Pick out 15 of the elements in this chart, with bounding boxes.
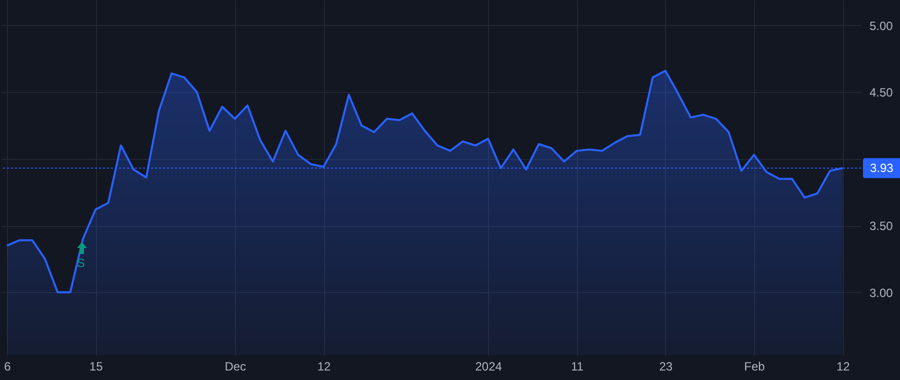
x-tick-label: 12 bbox=[836, 360, 850, 374]
ref-line-label: 3.93 bbox=[870, 161, 894, 176]
annotation: S bbox=[76, 256, 85, 270]
y-tick-label: 4.50 bbox=[870, 86, 894, 100]
x-tick-label: 2024 bbox=[475, 360, 502, 374]
y-tick-label: 3.00 bbox=[870, 286, 894, 300]
x-tick-label: 6 bbox=[4, 360, 12, 374]
x-tick-label: Feb bbox=[744, 360, 766, 374]
x-tick-label: Dec bbox=[224, 360, 246, 374]
y-tick-label: 3.50 bbox=[870, 219, 894, 234]
x-tick-label: 15 bbox=[89, 360, 104, 374]
x-tick-label: 11 bbox=[571, 360, 584, 374]
x-tick-label: 23 bbox=[659, 360, 673, 374]
x-tick-label: 12 bbox=[317, 360, 331, 374]
y-tick-label: 5.00 bbox=[870, 18, 894, 33]
